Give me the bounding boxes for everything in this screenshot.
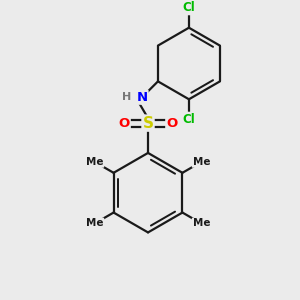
Text: O: O	[166, 117, 178, 130]
Text: N: N	[136, 91, 148, 104]
Text: Me: Me	[193, 218, 210, 229]
Text: Me: Me	[86, 218, 104, 229]
Text: H: H	[122, 92, 131, 102]
Text: O: O	[118, 117, 130, 130]
Text: S: S	[142, 116, 154, 130]
Text: Me: Me	[86, 157, 104, 167]
Text: Me: Me	[193, 157, 210, 167]
Text: Cl: Cl	[183, 1, 195, 14]
Text: Cl: Cl	[183, 112, 195, 126]
